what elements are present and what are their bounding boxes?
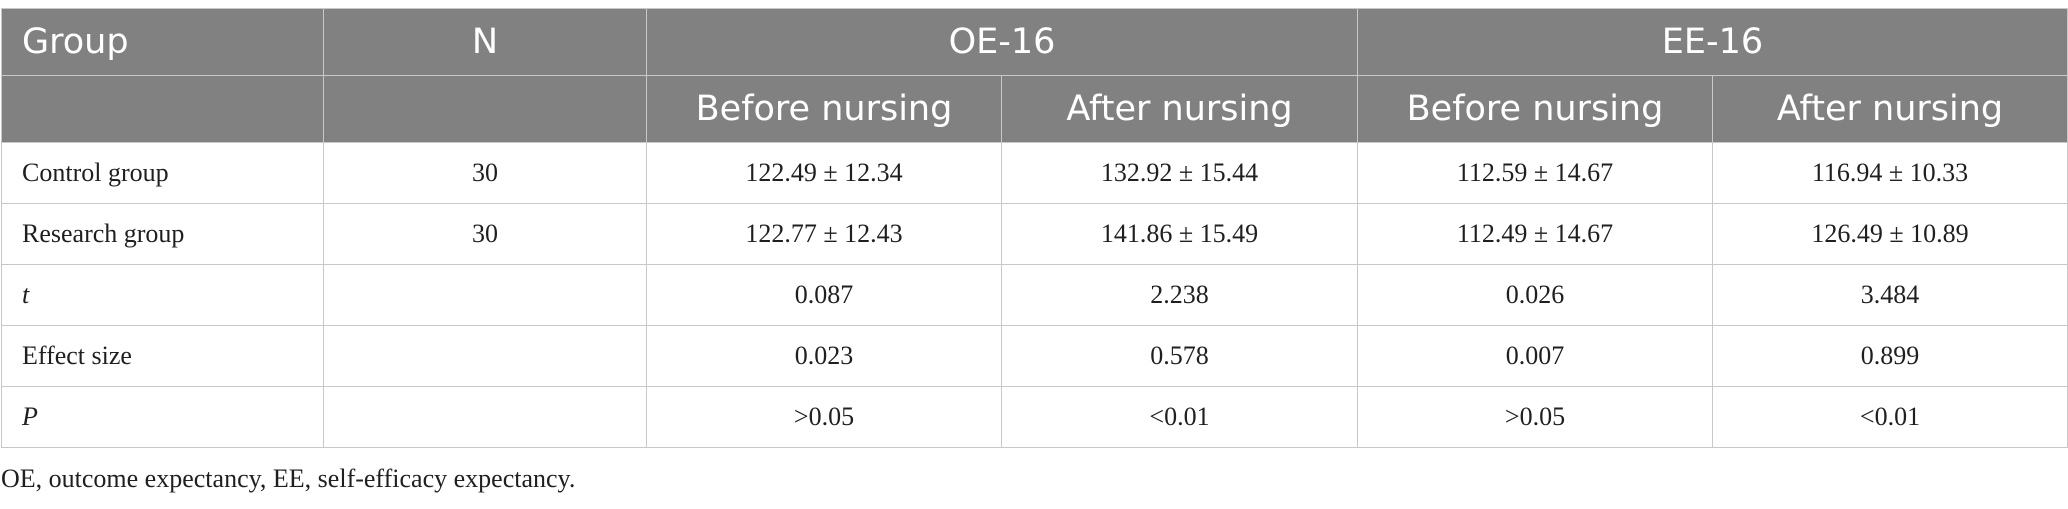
row-label: t — [1, 264, 324, 326]
cell-ee-before: 0.007 — [1357, 325, 1713, 387]
cell-n — [323, 386, 647, 448]
header-oe-after: After nursing — [1001, 75, 1358, 143]
cell-oe-after: 2.238 — [1001, 264, 1358, 326]
cell-n: 30 — [323, 203, 647, 265]
cell-oe-before: 0.023 — [646, 325, 1002, 387]
header-row-1: Group N OE-16 EE-16 — [1, 8, 2068, 76]
header-n-empty — [323, 75, 647, 143]
table-footnote: OE, outcome expectancy, EE, self-efficac… — [1, 464, 576, 493]
row-label: Effect size — [1, 325, 324, 387]
header-oe-16: OE-16 — [646, 8, 1358, 76]
cell-n — [323, 264, 647, 326]
cell-oe-before: 0.087 — [646, 264, 1002, 326]
cell-oe-before: >0.05 — [646, 386, 1002, 448]
cell-n: 30 — [323, 142, 647, 204]
table-row: Control group 30 122.49 ± 12.34 132.92 ±… — [1, 142, 2068, 204]
row-label: P — [1, 386, 324, 448]
cell-oe-after: <0.01 — [1001, 386, 1358, 448]
cell-oe-after: 0.578 — [1001, 325, 1358, 387]
table-body: Control group 30 122.49 ± 12.34 132.92 ±… — [1, 142, 2068, 448]
cell-ee-after: 3.484 — [1712, 264, 2068, 326]
cell-ee-before: >0.05 — [1357, 386, 1713, 448]
table-row: Effect size 0.023 0.578 0.007 0.899 — [1, 325, 2068, 387]
cell-ee-after: 0.899 — [1712, 325, 2068, 387]
header-group-empty — [1, 75, 324, 143]
cell-ee-after: 116.94 ± 10.33 — [1712, 142, 2068, 204]
header-group: Group — [1, 8, 324, 76]
cell-ee-before: 112.49 ± 14.67 — [1357, 203, 1713, 265]
header-oe-before: Before nursing — [646, 75, 1002, 143]
cell-oe-before: 122.77 ± 12.43 — [646, 203, 1002, 265]
cell-oe-after: 132.92 ± 15.44 — [1001, 142, 1358, 204]
header-row-2: Before nursing After nursing Before nurs… — [1, 75, 2068, 143]
row-label: Control group — [1, 142, 324, 204]
table-row: t 0.087 2.238 0.026 3.484 — [1, 264, 2068, 326]
header-ee-before: Before nursing — [1357, 75, 1713, 143]
cell-n — [323, 325, 647, 387]
header-ee-16: EE-16 — [1357, 8, 2068, 76]
results-table: Group N OE-16 EE-16 Before nursing After… — [1, 8, 2068, 448]
cell-ee-before: 0.026 — [1357, 264, 1713, 326]
cell-oe-before: 122.49 ± 12.34 — [646, 142, 1002, 204]
table-header: Group N OE-16 EE-16 Before nursing After… — [1, 8, 2068, 143]
table-row: P >0.05 <0.01 >0.05 <0.01 — [1, 386, 2068, 448]
header-ee-after: After nursing — [1712, 75, 2068, 143]
cell-ee-after: <0.01 — [1712, 386, 2068, 448]
cell-ee-before: 112.59 ± 14.67 — [1357, 142, 1713, 204]
table-row: Research group 30 122.77 ± 12.43 141.86 … — [1, 203, 2068, 265]
cell-ee-after: 126.49 ± 10.89 — [1712, 203, 2068, 265]
header-n: N — [323, 8, 647, 76]
cell-oe-after: 141.86 ± 15.49 — [1001, 203, 1358, 265]
row-label: Research group — [1, 203, 324, 265]
